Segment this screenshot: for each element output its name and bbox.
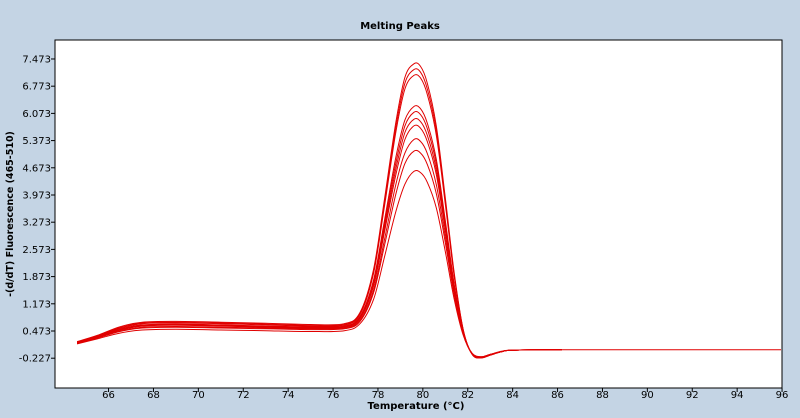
x-tick-label: 96 [776, 390, 789, 401]
x-tick-label: 84 [506, 390, 519, 401]
y-tick-label: -0.227 [19, 354, 51, 365]
x-tick-label: 68 [147, 390, 160, 401]
x-tick-label: 72 [237, 390, 250, 401]
x-tick-label: 88 [596, 390, 609, 401]
x-tick-label: 78 [372, 390, 385, 401]
y-tick-label: 6.073 [22, 109, 51, 120]
plot-area [54, 39, 783, 389]
y-tick-label: 3.273 [22, 218, 51, 229]
y-tick-label: 3.973 [22, 190, 51, 201]
y-tick-label: 5.373 [22, 136, 51, 147]
y-tick-label: 1.173 [22, 299, 51, 310]
chart-title: Melting Peaks [360, 21, 440, 32]
x-tick-label: 94 [731, 390, 744, 401]
x-tick-label: 76 [327, 390, 340, 401]
x-tick-label: 74 [282, 390, 295, 401]
y-axis-label: -(d/dT) Fluorescence (465-510) [5, 131, 16, 297]
y-tick-label: 0.473 [22, 327, 51, 338]
x-tick-label: 86 [551, 390, 564, 401]
x-tick-label: 66 [102, 390, 115, 401]
y-tick-label: 2.573 [22, 245, 51, 256]
x-tick-label: 90 [641, 390, 654, 401]
x-tick-label: 92 [686, 390, 699, 401]
x-tick-label: 82 [461, 390, 474, 401]
y-tick-label: 1.873 [22, 272, 51, 283]
x-tick-label: 80 [416, 390, 429, 401]
y-tick-label: 4.673 [22, 163, 51, 174]
y-tick-label: 6.773 [22, 82, 51, 93]
series-line-10 [76, 169, 563, 358]
x-tick-label: 70 [192, 390, 205, 401]
y-tick-label: 7.473 [22, 54, 51, 65]
x-axis-label: Temperature (°C) [368, 401, 465, 412]
